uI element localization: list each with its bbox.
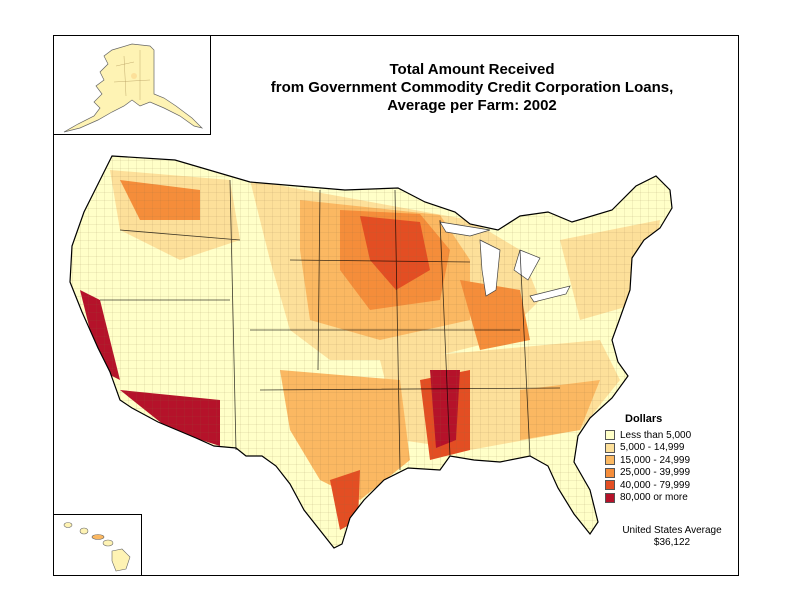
legend-swatch [605, 455, 615, 466]
title-line-1: Total Amount Received [389, 61, 555, 78]
legend-swatch [605, 467, 615, 478]
us-average-note: United States Average $36,122 [612, 525, 732, 549]
legend-item: 80,000 or more [605, 492, 725, 505]
legend-label: 25,000 - 39,999 [620, 467, 691, 479]
lake-superior [439, 221, 491, 237]
map-title: Total Amount Received from Government Co… [262, 61, 682, 115]
legend-item: 5,000 - 14,999 [605, 442, 725, 455]
legend-title: Dollars [625, 413, 663, 425]
legend-label: 80,000 or more [620, 492, 688, 504]
legend-label: 40,000 - 79,999 [620, 479, 691, 491]
average-value: $36,122 [653, 537, 691, 548]
legend-label: Less than 5,000 [620, 429, 692, 441]
legend-swatch [605, 442, 615, 453]
hawaii-map [63, 522, 131, 572]
legend-item: 25,000 - 39,999 [605, 467, 725, 480]
legend: Dollars Less than 5,000 5,000 - 14,999 1… [605, 413, 725, 504]
title-line-2: from Government Commodity Credit Corpora… [270, 79, 674, 96]
legend-label: 15,000 - 24,999 [620, 454, 691, 466]
legend-swatch [605, 480, 615, 491]
legend-item: Less than 5,000 [605, 429, 725, 442]
us-outline [69, 155, 673, 549]
alaska-map [63, 43, 204, 133]
legend-swatch [605, 430, 615, 441]
legend-item: 40,000 - 79,999 [605, 479, 725, 492]
legend-label: 5,000 - 14,999 [620, 442, 685, 454]
legend-swatch [605, 492, 615, 503]
title-line-3: Average per Farm: 2002 [387, 97, 557, 114]
legend-item: 15,000 - 24,999 [605, 454, 725, 467]
county-fill-layer [70, 156, 672, 548]
lake-michigan [479, 239, 501, 297]
hawaii-inset [53, 514, 142, 576]
average-label: United States Average [622, 525, 722, 536]
alaska-inset [53, 35, 211, 135]
state-boundaries [100, 179, 561, 471]
lake-erie [529, 285, 571, 303]
map-frame [53, 35, 739, 576]
